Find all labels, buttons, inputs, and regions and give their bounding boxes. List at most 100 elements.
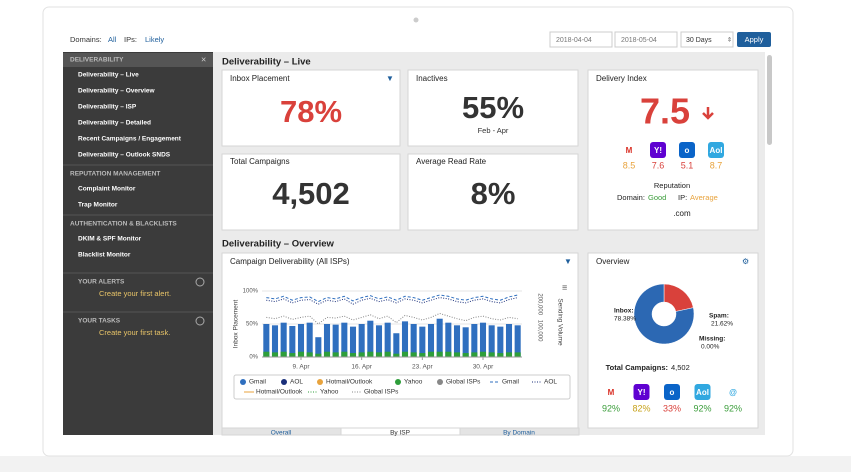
card-label: Inactives xyxy=(416,74,448,83)
overview-pie: Inbox:78.38% Spam:21.62% Missing:0.00% Tota… xyxy=(602,283,742,413)
apply-button[interactable] xyxy=(737,32,771,47)
bar xyxy=(410,352,417,357)
bar xyxy=(514,352,521,357)
date-from: 2018-04-04 xyxy=(556,37,592,44)
range-select[interactable] xyxy=(680,31,734,48)
x-tick-label: 16. Apr xyxy=(351,364,372,371)
scrollbar[interactable] xyxy=(767,55,772,145)
section-title: AUTHENTICATION & BLACKLISTS xyxy=(70,221,177,228)
select-arrow: ⇕ xyxy=(727,37,732,44)
pie-slice xyxy=(633,283,695,345)
reputation-ip-label: IP: xyxy=(678,193,687,202)
y-axis-label: Inbox Placement xyxy=(233,300,240,349)
legend-marker[interactable] xyxy=(281,379,287,385)
legend-label[interactable]: AOL xyxy=(290,379,303,386)
menu-item[interactable]: Recent Campaigns / Engagement xyxy=(78,136,182,143)
legend-label[interactable]: AOL xyxy=(544,379,557,386)
legend-label[interactable]: Gmail xyxy=(249,379,267,386)
bar xyxy=(514,325,521,357)
reputation-domain-value: Good xyxy=(648,193,666,202)
bar xyxy=(289,353,296,357)
reputation-label: Reputation xyxy=(654,181,690,190)
bar xyxy=(445,322,452,357)
bar xyxy=(479,322,487,357)
menu-item[interactable]: Deliverability – Overview xyxy=(78,88,156,95)
legend-label[interactable]: Global ISPs xyxy=(364,389,399,396)
period: Feb - Apr xyxy=(478,126,509,135)
bar xyxy=(263,324,270,357)
tab[interactable] xyxy=(459,427,580,436)
legend-label[interactable]: Hotmail/Outlook xyxy=(256,389,303,396)
section-title: DELIVERABILITY xyxy=(70,57,124,64)
ips-label: IPs: xyxy=(124,35,137,44)
provider-score: 8.7 xyxy=(710,160,723,170)
panel-action[interactable]: Create your first alert. xyxy=(99,289,171,298)
card xyxy=(221,153,401,231)
tab-label[interactable]: By ISP xyxy=(390,430,410,437)
menu-item[interactable]: Deliverability – Detailed xyxy=(78,120,151,127)
date-from-input[interactable] xyxy=(549,31,613,48)
ips-value[interactable]: Likely xyxy=(145,35,164,44)
legend-marker[interactable] xyxy=(240,379,246,385)
provider-icon xyxy=(708,142,724,158)
menu-icon[interactable]: ≡ xyxy=(562,282,567,292)
provider-score: 5.1 xyxy=(681,160,694,170)
legend-label[interactable]: Global ISPs xyxy=(446,379,481,386)
close-icon[interactable]: × xyxy=(201,54,206,64)
provider-score: 7.6 xyxy=(652,160,665,170)
provider-icon xyxy=(633,384,650,400)
card xyxy=(407,69,579,147)
bar xyxy=(289,325,296,357)
bar xyxy=(419,326,426,357)
filter-icon[interactable]: ▼ xyxy=(386,74,394,83)
panel-action[interactable]: Create your first task. xyxy=(99,328,170,337)
bar xyxy=(341,351,348,357)
tab-label[interactable]: Overall xyxy=(271,430,292,437)
provider-icon xyxy=(603,384,619,400)
date-to-input[interactable] xyxy=(614,31,678,48)
card-label: Campaign Deliverability (All ISPs) xyxy=(230,257,350,266)
bar xyxy=(375,325,383,357)
bar xyxy=(401,351,409,357)
tab-label[interactable]: By Domain xyxy=(503,430,535,437)
menu-item[interactable]: Blacklist Monitor xyxy=(78,252,131,259)
menu-item[interactable]: Complaint Monitor xyxy=(78,186,136,193)
bar xyxy=(471,324,478,357)
menu-item[interactable]: DKIM & SPF Monitor xyxy=(78,236,142,243)
bar xyxy=(436,318,443,357)
menu-item[interactable]: Deliverability – ISP xyxy=(78,104,137,111)
bar xyxy=(384,351,391,357)
bar xyxy=(505,352,513,357)
legend-marker[interactable] xyxy=(317,379,323,385)
legend-label[interactable]: Hotmail/Outlook xyxy=(326,379,373,386)
add-icon[interactable] xyxy=(195,316,205,326)
filter-icon[interactable]: ▼ xyxy=(564,257,572,266)
bar xyxy=(427,351,435,357)
menu-item[interactable]: Trap Monitor xyxy=(78,202,118,209)
legend-marker[interactable] xyxy=(395,379,401,385)
domains-value[interactable]: All xyxy=(108,35,117,44)
provider-percent: 33% xyxy=(663,403,681,413)
bar xyxy=(488,352,495,357)
legend-label[interactable]: Yahoo xyxy=(320,389,339,396)
bar xyxy=(323,351,331,357)
provider-percent: 82% xyxy=(632,403,650,413)
bar xyxy=(315,353,322,357)
menu-item[interactable]: Deliverability – Live xyxy=(78,72,139,79)
legend-label[interactable]: Yahoo xyxy=(404,379,423,386)
tabs: Overall By ISP By Domain xyxy=(221,427,580,437)
menu-item[interactable]: Deliverability – Outlook SNDS xyxy=(78,152,171,159)
big-value: 78% xyxy=(280,94,342,129)
bar xyxy=(271,325,279,357)
provider-percent: 92% xyxy=(602,403,620,413)
legend-marker[interactable] xyxy=(437,379,443,385)
legend-label[interactable]: Gmail xyxy=(502,379,520,386)
bar xyxy=(488,325,495,357)
add-icon[interactable] xyxy=(195,277,205,287)
settings-icon[interactable]: ⚙ xyxy=(742,257,749,266)
bar xyxy=(297,351,305,357)
bar xyxy=(323,324,331,357)
bar xyxy=(393,333,400,357)
panel-title: YOUR ALERTS xyxy=(78,279,125,286)
bar xyxy=(280,351,287,357)
